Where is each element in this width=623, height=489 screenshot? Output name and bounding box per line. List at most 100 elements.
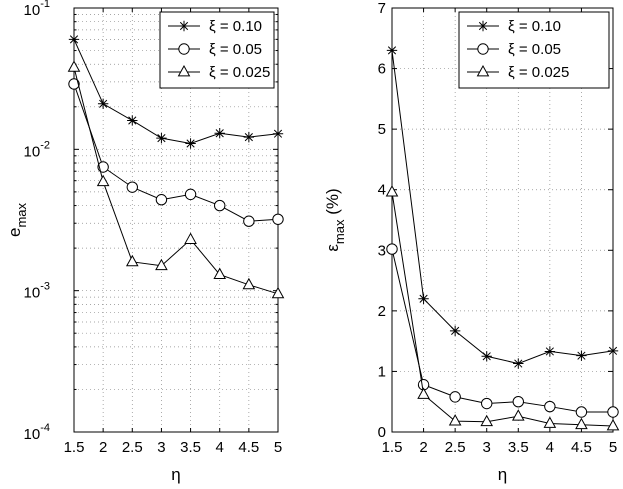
data-point-circle [243,215,255,227]
data-point-triangle [606,418,620,431]
y-tick-base: 10 [24,426,41,443]
y-tick-base: 10 [24,143,41,160]
series-line [73,39,279,144]
x-tick-label: 2.5 [445,439,466,456]
legend-label: ξ = 0.05 [508,41,561,58]
y-axis-label-suffix: (%) [323,188,342,219]
data-point-circle [68,78,80,90]
x-tick-label: 1.5 [382,439,403,456]
data-point-star [185,138,196,149]
legend-label: ξ = 0.025 [508,64,569,81]
x-axis-label: η [171,465,180,484]
y-tick-label: 4 [378,182,386,199]
y-axis-label: εmax (%) [323,188,347,251]
data-point-star [272,128,284,139]
data-point-star [386,45,398,56]
legend-marker-circle [178,43,190,55]
legend-marker-circle [477,43,489,55]
y-tick-label: 0 [378,424,386,441]
y-axis-label-subscript: max [14,202,29,227]
data-point-triangle [213,267,227,279]
x-tick-label: 5 [274,439,282,456]
y-tick-exponent: -2 [40,139,50,151]
y-tick-label: 7 [378,0,386,17]
series-line [391,192,614,427]
data-point-circle [575,406,588,418]
legend-label: ξ = 0.10 [209,18,262,35]
y-tick-label: 5 [378,121,386,138]
series-circle [386,243,619,418]
x-tick-label: 2.5 [122,439,143,456]
legend-label: ξ = 0.025 [209,64,270,81]
data-point-triangle [155,258,168,271]
data-point-star [214,128,225,139]
y-tick-base: 10 [24,2,41,19]
series-circle [68,78,284,227]
data-point-circle [607,406,619,418]
legend: ξ = 0.10 ξ = 0.05 ξ = 0.025 [458,11,610,89]
x-tick-label: 5 [609,439,617,456]
data-point-star [243,131,255,143]
y-tick-base: 10 [24,285,41,302]
data-point-triangle [417,387,430,399]
data-point-circle [155,194,168,206]
y-axis-label-main: e [5,228,24,237]
series-star [68,34,284,149]
data-point-star [127,115,138,126]
legend-marker-triangle [177,64,191,77]
x-tick-label: 3 [157,439,165,456]
data-point-star [481,351,492,362]
data-point-star [68,34,80,45]
series-line [73,67,279,295]
x-tick-label: 2 [99,439,107,456]
legend-label: ξ = 0.05 [209,41,262,58]
legend-label: ξ = 0.10 [508,18,561,35]
data-point-triangle [543,416,557,428]
data-point-star [449,325,461,337]
y-axis-label-subscript: max [332,219,347,244]
series-triangle [67,60,285,299]
data-point-circle [272,213,284,225]
x-axis-label: η [498,465,507,484]
data-point-star [544,346,556,357]
data-point-triangle [271,286,285,299]
x-tick-label: 3.5 [508,439,529,456]
series-star [386,45,619,369]
data-point-triangle [242,277,256,290]
data-point-triangle [448,414,462,426]
y-tick-label: 6 [378,61,386,78]
data-point-star [156,132,167,144]
x-tick-label: 3 [483,439,491,456]
data-point-triangle [385,185,399,197]
x-tick-label: 1.5 [64,439,85,456]
data-point-circle [386,243,398,255]
y-tick-label: 10-1 [24,0,50,19]
data-point-triangle [67,60,81,72]
data-point-circle [214,199,226,212]
data-point-star [513,358,524,369]
data-point-triangle [96,174,110,187]
y-axis-label-main: ε [323,244,342,252]
x-tick-label: 4.5 [571,439,592,456]
data-point-triangle [480,414,494,427]
data-point-circle [184,188,197,201]
x-tick-label: 4 [546,439,554,456]
legend-marker-triangle [476,64,490,77]
data-point-circle [126,181,138,193]
legend: ξ = 0.10 ξ = 0.05 ξ = 0.025 [159,11,275,89]
y-tick-label: 2 [378,303,386,320]
data-point-star [576,350,587,361]
grid [392,8,613,432]
x-tick-label: 3.5 [180,439,201,456]
y-tick-label: 3 [378,242,386,259]
x-tick-label: 4.5 [238,439,259,456]
data-point-star [607,345,619,357]
x-tick-label: 2 [419,439,427,456]
legend-marker-star [178,20,190,32]
series-triangle [385,185,620,431]
data-point-triangle [511,409,525,421]
data-point-star [97,98,109,109]
x-tick-label: 4 [216,439,224,456]
